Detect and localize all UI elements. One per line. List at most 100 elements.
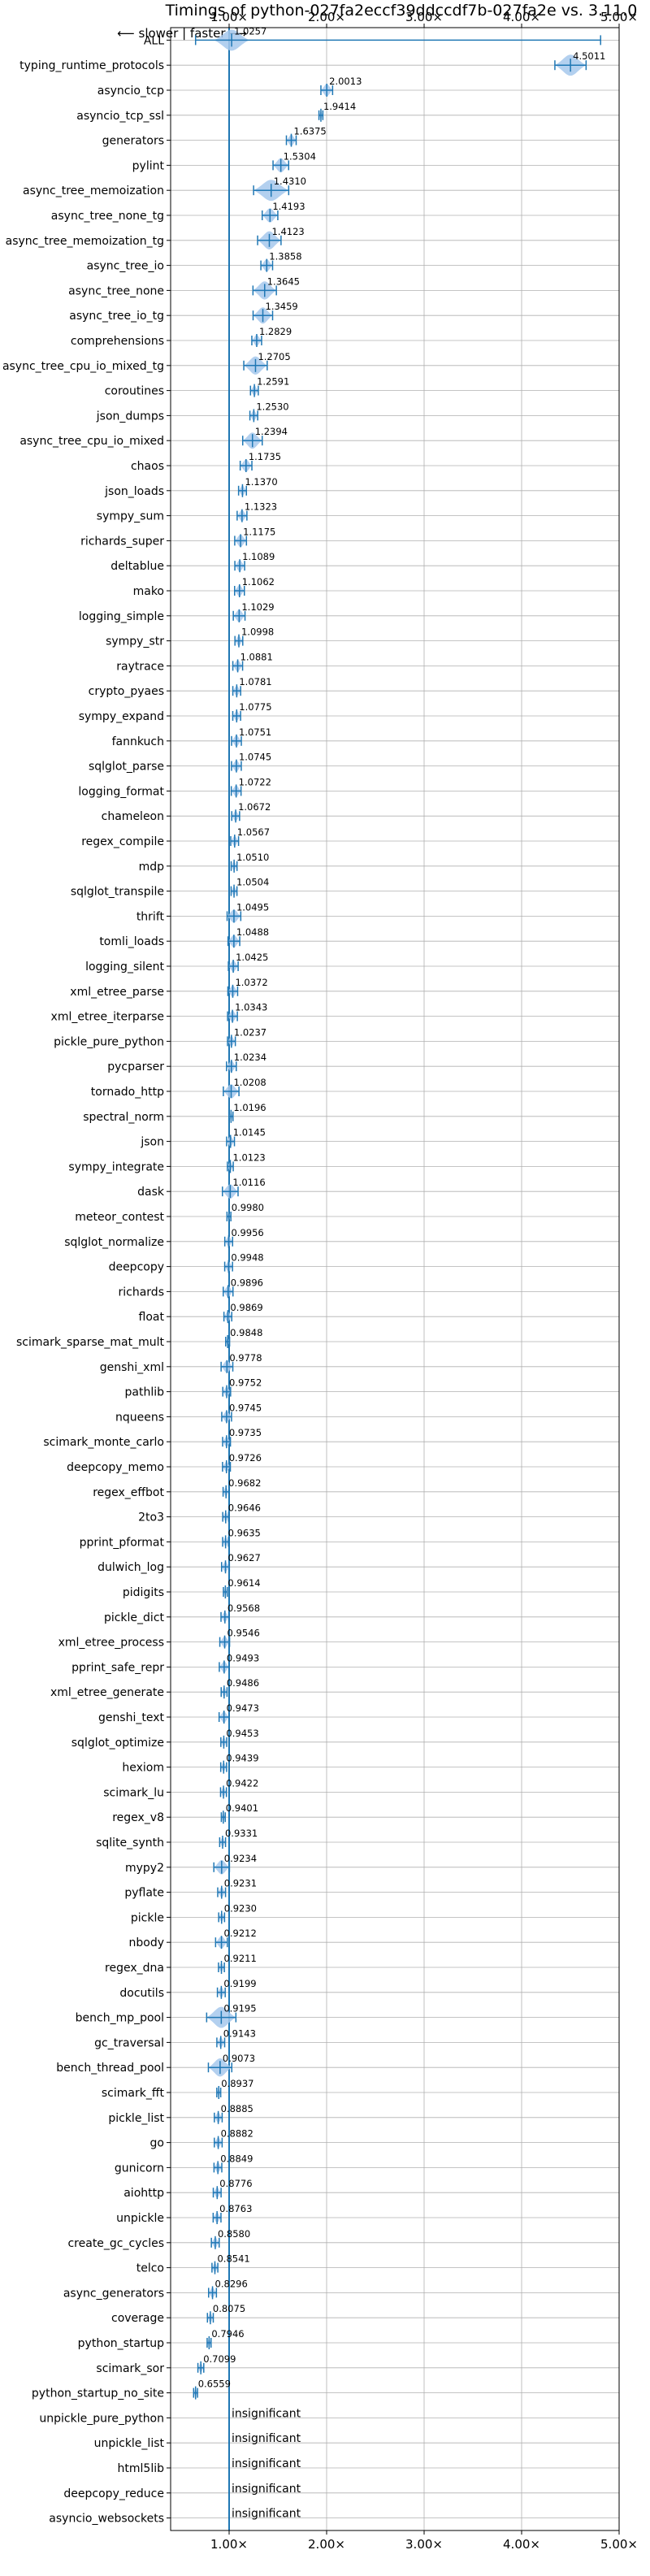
value-label: 0.8580	[218, 2228, 250, 2240]
category-label: tomli_loads	[99, 935, 164, 948]
value-label: 1.0672	[238, 801, 271, 813]
x-tick-label-top: 3.00×	[405, 10, 443, 24]
category-label: sympy_str	[106, 635, 164, 648]
category-label: mypy2	[125, 1862, 164, 1875]
value-label: 0.9726	[229, 1452, 262, 1464]
value-label: 0.9614	[228, 1577, 260, 1589]
category-label: async_tree_cpu_io_mixed	[20, 435, 164, 448]
category-label: async_tree_io	[87, 260, 164, 273]
category-label: nqueens	[115, 1411, 164, 1424]
category-label: pickle	[131, 1911, 164, 1924]
category-label: async_tree_none_tg	[51, 210, 164, 223]
value-label: 0.9231	[224, 1878, 257, 1889]
category-label: pidigits	[123, 1586, 164, 1599]
value-label: 1.2591	[257, 376, 289, 388]
category-label: unpickle_list	[94, 2437, 165, 2450]
value-label: 1.2394	[255, 426, 288, 437]
category-label: coroutines	[105, 385, 164, 398]
grid-layer	[171, 28, 620, 2530]
y-axis-labels: ALL typing_runtime_protocols asyncio_tcpas…	[2, 34, 171, 2526]
category-label: docutils	[119, 1987, 164, 2000]
category-label: tornado_http	[91, 1086, 164, 1099]
value-label: 0.8885	[221, 2103, 254, 2114]
category-label: fannkuch	[112, 735, 164, 748]
value-label: 1.0123	[232, 1151, 265, 1163]
value-label: 0.9869	[230, 1302, 262, 1313]
category-label: sqlglot_normalize	[64, 1236, 164, 1249]
value-label: 0.9212	[224, 1928, 257, 1939]
value-label: 1.3645	[267, 275, 300, 287]
category-label: async_tree_none	[68, 284, 164, 297]
category-label: deepcopy	[109, 1261, 164, 1274]
value-label: 1.0208	[233, 1077, 266, 1088]
value-label: 1.0751	[239, 726, 271, 738]
category-label: json	[140, 1136, 164, 1149]
category-label: chameleon	[102, 810, 164, 823]
value-label: 0.7946	[211, 2328, 244, 2340]
x-tick-label-bottom: 3.00×	[405, 2537, 443, 2552]
category-label: pycparser	[107, 1060, 164, 1073]
category-label: float	[139, 1311, 165, 1324]
category-label: comprehensions	[71, 335, 164, 348]
category-label: richards_super	[80, 535, 164, 548]
category-label: pylint	[132, 159, 165, 172]
value-label: 2.0013	[329, 76, 362, 87]
value-label: 0.8075	[213, 2303, 245, 2314]
category-label: scimark_fft	[102, 2087, 165, 2100]
value-label: 0.9546	[228, 1628, 260, 1639]
category-label: async_tree_io_tg	[69, 310, 164, 323]
x-tick-label-top: 1.00×	[210, 10, 248, 24]
value-label: 0.9473	[227, 1702, 259, 1714]
insignificant-label: insignificant	[232, 2457, 301, 2470]
category-label: logging_format	[78, 785, 164, 798]
category-label: asyncio_websockets	[49, 2513, 164, 2526]
category-label: scimark_lu	[103, 1786, 164, 1799]
category-label: regex_v8	[112, 1811, 164, 1824]
category-label: scimark_sor	[96, 2362, 164, 2375]
value-label: 1.0488	[236, 926, 269, 938]
value-label: 0.9778	[229, 1352, 262, 1364]
value-label: 0.9230	[224, 1902, 257, 1914]
category-label: genshi_text	[98, 1711, 165, 1724]
value-label: 1.1735	[249, 451, 281, 462]
category-label: python_startup	[78, 2337, 164, 2350]
value-label: 0.9234	[224, 1853, 257, 1864]
value-label: 1.1323	[245, 501, 277, 513]
category-label: raytrace	[116, 660, 164, 673]
category-label: ALL	[144, 34, 164, 47]
value-label: 0.9735	[229, 1427, 262, 1438]
category-label: regex_dna	[105, 1962, 164, 1975]
value-label: 1.2829	[259, 326, 292, 337]
top-x-axis: 1.00× 2.00× 3.00× 4.00× 5.00×	[210, 10, 638, 28]
value-label: 0.9956	[231, 1227, 263, 1238]
category-label: crypto_pyaes	[89, 685, 164, 698]
value-label: 1.0745	[239, 752, 271, 763]
value-label: 1.4123	[271, 226, 304, 237]
category-label: async_tree_memoization_tg	[6, 235, 164, 248]
value-label: 0.8541	[217, 2253, 249, 2265]
category-label: gunicorn	[115, 2162, 164, 2175]
category-label: async_tree_memoization	[23, 184, 164, 197]
value-label: 0.9848	[230, 1327, 262, 1338]
value-label: 1.0257	[234, 25, 266, 37]
value-label: 1.1370	[245, 476, 277, 488]
value-label: 1.0372	[235, 977, 267, 988]
category-label: regex_compile	[81, 835, 164, 848]
value-label: 1.0510	[236, 852, 269, 863]
category-label: sympy_integrate	[68, 1160, 164, 1173]
value-label: 0.9682	[228, 1477, 261, 1489]
value-label: 0.9401	[226, 1802, 258, 1814]
category-label: pathlib	[125, 1386, 165, 1399]
insignificant-label: insignificant	[232, 2483, 301, 2496]
value-label: 1.0881	[240, 651, 273, 662]
category-label: sympy_sum	[97, 510, 164, 523]
category-label: bench_mp_pool	[76, 2012, 164, 2025]
category-label: sqlglot_optimize	[72, 1737, 164, 1750]
category-label: gc_traversal	[94, 2036, 164, 2049]
value-label: 0.9627	[228, 1552, 261, 1563]
category-label: async_tree_cpu_io_mixed_tg	[2, 360, 164, 373]
value-labels: 1.0257 4.5011 2.0013 1.9414 1.6375 1.5304 1.43…	[198, 25, 606, 2520]
category-label: bench_thread_pool	[56, 2062, 164, 2075]
chart-title: Timings of python-027fa2eccf39ddccdf7b-0…	[165, 2, 638, 20]
